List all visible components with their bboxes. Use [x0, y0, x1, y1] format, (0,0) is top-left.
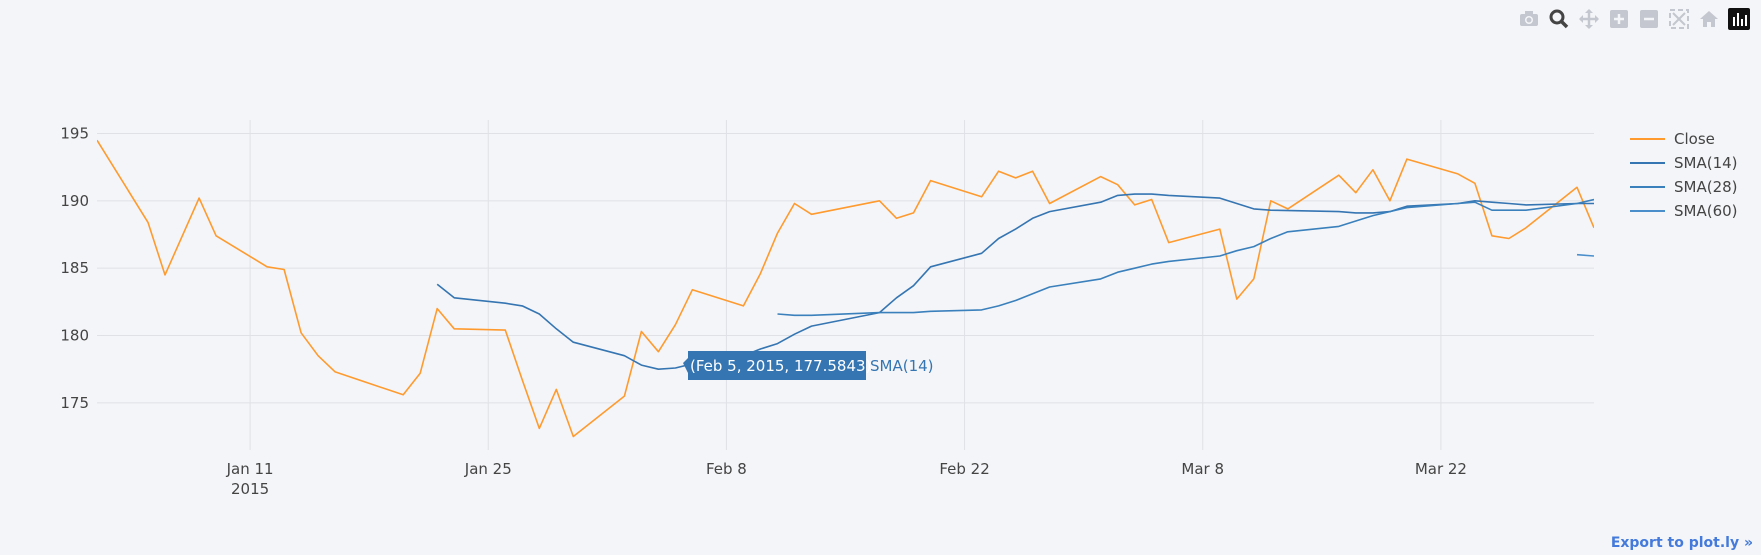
legend-label: SMA(14)	[1674, 154, 1738, 172]
series-line-sma-28[interactable]	[777, 198, 1595, 317]
y-tick-label: 190	[60, 192, 89, 210]
hover-label-text: (Feb 5, 2015, 177.5843)	[690, 357, 871, 375]
reset-axes-icon[interactable]	[1695, 6, 1723, 32]
x-tick-label: Mar 22	[1415, 460, 1467, 478]
hover-series-name: SMA(14)	[870, 357, 934, 375]
x-tick-label: Feb 8	[706, 460, 747, 478]
x-tick-label: Feb 22	[939, 460, 989, 478]
x-tick-label: Jan 25	[464, 460, 512, 478]
x-tick-label: Jan 11	[226, 460, 274, 478]
y-axis-ticks: 175 180 185 190 195	[60, 124, 89, 411]
modebar	[1515, 6, 1753, 32]
x-axis-ticks: Jan 11 2015 Jan 25 Feb 8 Feb 22 Mar 8 Mar 22	[226, 460, 1467, 498]
legend-item[interactable]: Close	[1630, 130, 1715, 148]
zoom-out-icon[interactable]	[1635, 6, 1663, 32]
x-tick-label: Mar 8	[1181, 460, 1224, 478]
legend-label: SMA(28)	[1674, 178, 1738, 196]
hover-label-box	[683, 351, 866, 380]
legend-item[interactable]: SMA(60)	[1630, 202, 1738, 220]
series-line-sma-60[interactable]	[1576, 253, 1594, 257]
series-line-close[interactable]	[97, 139, 1594, 438]
legend-item[interactable]: SMA(28)	[1630, 178, 1738, 196]
legend[interactable]: Close SMA(14) SMA(28) SMA(60)	[1630, 130, 1738, 220]
y-tick-label: 180	[60, 327, 89, 345]
plotly-logo-icon[interactable]	[1725, 6, 1753, 32]
pan-icon[interactable]	[1575, 6, 1603, 32]
legend-label: SMA(60)	[1674, 202, 1738, 220]
x-tick-sublabel: 2015	[231, 480, 269, 498]
zoom-icon[interactable]	[1545, 6, 1573, 32]
series-layer	[97, 139, 1595, 438]
autoscale-icon[interactable]	[1665, 6, 1693, 32]
camera-icon[interactable]	[1515, 6, 1543, 32]
zoom-in-icon[interactable]	[1605, 6, 1633, 32]
plot-background	[97, 120, 1594, 450]
x-gridlines	[249, 120, 1442, 450]
legend-label: Close	[1674, 130, 1715, 148]
y-tick-label: 175	[60, 394, 89, 412]
y-tick-label: 185	[60, 259, 89, 277]
legend-item[interactable]: SMA(14)	[1630, 154, 1738, 172]
y-gridlines	[97, 132, 1594, 404]
hover-tooltip: (Feb 5, 2015, 177.5843) SMA(14)	[683, 351, 934, 380]
export-to-plotly-link[interactable]: Export to plot.ly »	[1610, 535, 1753, 551]
y-tick-label: 195	[60, 124, 89, 142]
